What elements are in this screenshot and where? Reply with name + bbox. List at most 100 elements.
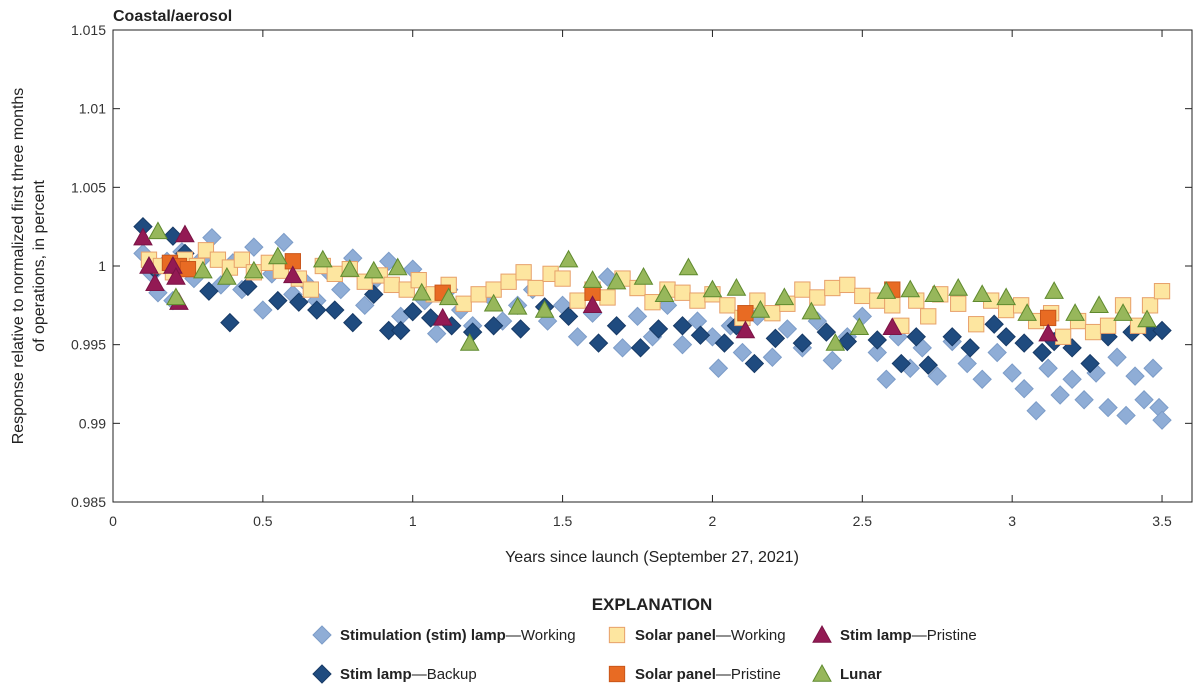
- data-point: [197, 242, 215, 259]
- data-point: [1038, 358, 1058, 378]
- data-point: [599, 289, 616, 306]
- x-tick-label: 3.5: [1152, 513, 1172, 529]
- data-point: [1152, 410, 1172, 430]
- data-point: [794, 281, 811, 298]
- legend-item: Solar panel—Working: [608, 626, 786, 644]
- data-point: [588, 333, 609, 353]
- x-tick-label: 1.5: [553, 513, 573, 529]
- data-point: [220, 312, 240, 333]
- data-point: [1054, 328, 1072, 345]
- data-point: [612, 338, 633, 358]
- data-point: [882, 317, 903, 336]
- data-point: [1065, 303, 1085, 321]
- data-point: [816, 322, 837, 342]
- plot-area: [133, 216, 1172, 430]
- data-point: [582, 295, 603, 314]
- data-point: [148, 221, 168, 240]
- legend-label: Stim lamp—Pristine: [840, 627, 977, 644]
- x-tick-label: 2.5: [853, 513, 873, 529]
- chart-title: Coastal/aerosol: [113, 8, 232, 25]
- series-1: [133, 216, 1172, 375]
- data-point: [825, 333, 846, 351]
- data-point: [687, 311, 708, 331]
- data-point: [268, 290, 288, 311]
- x-tick-label: 0: [109, 513, 117, 529]
- data-point: [1032, 342, 1052, 363]
- data-point: [689, 292, 706, 309]
- legend-label: Solar panel—Pristine: [635, 666, 781, 683]
- data-point: [644, 294, 661, 311]
- data-point: [145, 273, 165, 292]
- data-point: [1152, 320, 1172, 341]
- data-point: [363, 260, 384, 279]
- data-point: [133, 227, 153, 246]
- data-point: [737, 305, 754, 322]
- data-point: [1002, 363, 1022, 383]
- legend-item: Solar panel—Pristine: [608, 665, 781, 683]
- legend-item: Stim lamp—Pristine: [812, 624, 977, 644]
- data-point: [1113, 303, 1133, 321]
- y-tick-label: 0.995: [71, 337, 106, 353]
- data-point: [1062, 369, 1082, 389]
- data-point: [510, 319, 531, 339]
- data-point: [166, 287, 186, 306]
- data-point: [1026, 401, 1046, 421]
- data-point: [1099, 317, 1117, 334]
- data-point: [867, 342, 887, 363]
- y-tick-label: 1.01: [79, 101, 106, 117]
- data-point: [801, 301, 822, 320]
- data-point: [274, 232, 294, 253]
- data-point: [732, 342, 753, 363]
- data-point: [244, 260, 264, 279]
- data-point: [972, 284, 993, 303]
- data-point: [809, 289, 826, 306]
- data-point: [483, 293, 504, 312]
- data-point: [719, 297, 736, 314]
- data-point: [355, 295, 375, 316]
- data-point: [927, 366, 947, 386]
- data-point: [765, 328, 786, 349]
- legend-marker-diamond: [312, 625, 332, 645]
- data-point: [1017, 303, 1038, 321]
- data-point: [558, 249, 579, 268]
- data-point: [438, 287, 459, 306]
- data-point: [139, 255, 159, 274]
- data-point: [383, 276, 400, 294]
- data-point: [849, 317, 870, 336]
- data-point: [627, 306, 648, 327]
- data-point: [1098, 397, 1118, 418]
- data-point: [403, 301, 423, 322]
- data-point: [996, 287, 1017, 306]
- data-point: [750, 300, 771, 318]
- data-point: [253, 300, 273, 320]
- legend-label: Lunar: [840, 666, 882, 683]
- data-point: [884, 297, 901, 314]
- data-point: [1039, 309, 1057, 327]
- legend-marker-diamond: [312, 664, 332, 684]
- data-point: [1141, 297, 1159, 314]
- data-point: [331, 279, 351, 300]
- data-point: [708, 358, 729, 378]
- data-point: [217, 266, 237, 285]
- data-point: [1080, 353, 1100, 374]
- legend-title: EXPLANATION: [592, 595, 713, 614]
- data-point: [924, 284, 945, 303]
- data-point: [867, 330, 887, 350]
- data-point: [824, 279, 841, 297]
- legend-label: Solar panel—Working: [635, 627, 786, 644]
- y-tick-label: 1.005: [71, 179, 106, 195]
- data-point: [483, 316, 504, 336]
- data-point: [1014, 333, 1034, 353]
- x-axis-label: Years since launch (September 27, 2021): [505, 549, 799, 566]
- data-point: [1143, 358, 1163, 378]
- data-point: [1134, 390, 1154, 410]
- data-point: [837, 331, 858, 352]
- data-point: [312, 249, 333, 268]
- data-point: [1084, 323, 1102, 341]
- data-point: [267, 246, 288, 265]
- data-point: [282, 265, 303, 284]
- data-point: [960, 338, 980, 358]
- data-point: [1050, 385, 1070, 405]
- data-point: [948, 277, 969, 296]
- axis-ticks: 0 0.5 1 1.5 2 2.5 3 3.5 0.985 0.99 0.995 1 1.005 1.01…: [71, 22, 1192, 529]
